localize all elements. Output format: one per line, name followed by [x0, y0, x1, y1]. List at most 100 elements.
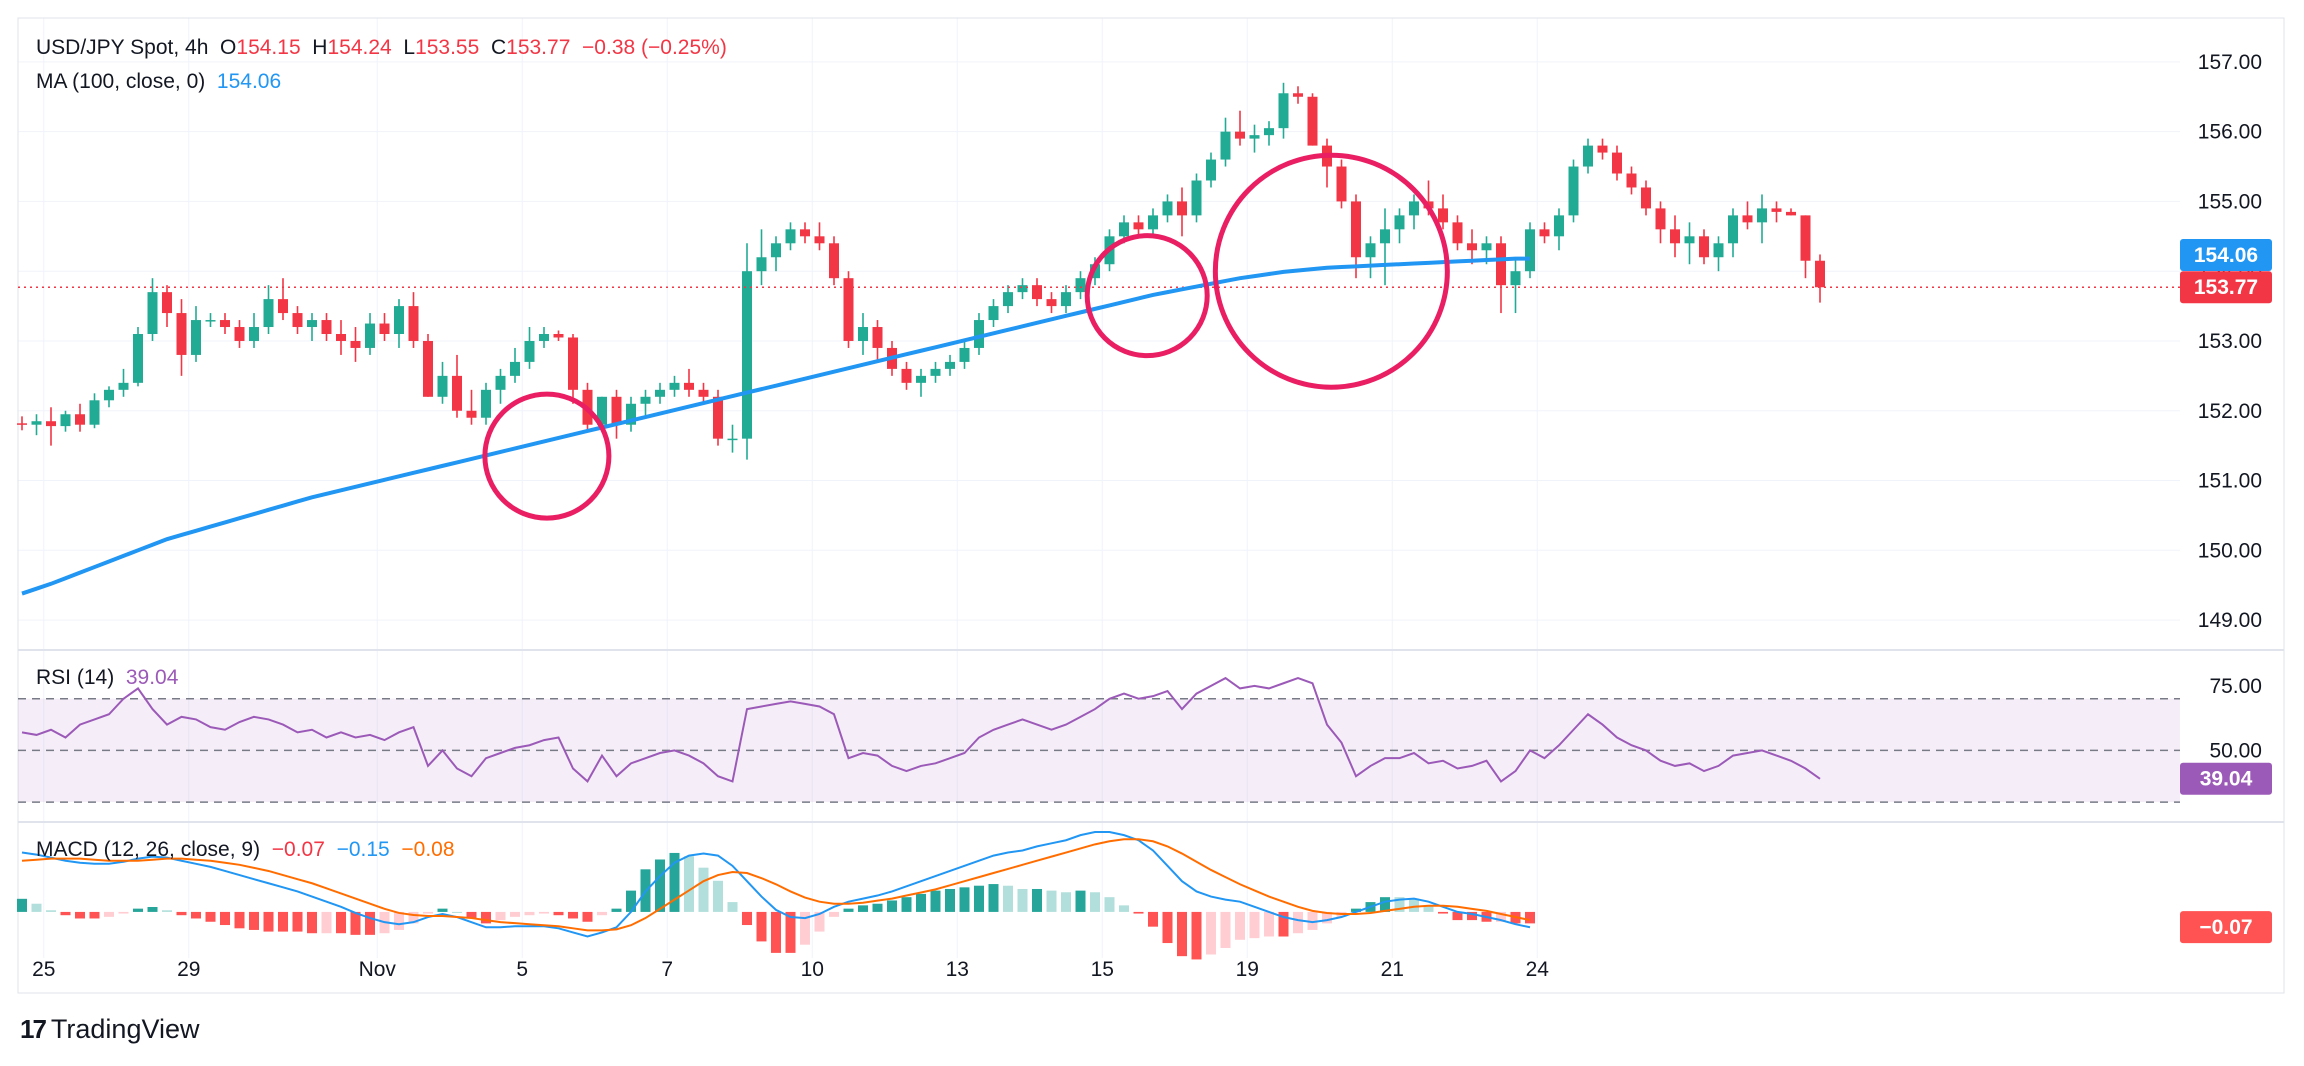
macd-histogram-bar: [1278, 911, 1289, 937]
candle-body: [176, 313, 187, 355]
candle-body: [727, 438, 738, 441]
macd-line-value: −0.15: [336, 838, 390, 861]
candle-body: [234, 327, 245, 341]
candle-body: [1293, 93, 1303, 97]
price-tick-label: 155.00: [2198, 190, 2262, 213]
macd-line: [21, 831, 1531, 938]
candle-body: [1481, 243, 1492, 251]
macd-histogram-bar: [1394, 897, 1405, 912]
price-tick-label: 150.00: [2198, 539, 2262, 562]
candle-body: [1670, 229, 1680, 244]
candle-body: [147, 292, 158, 334]
candle-body: [1177, 201, 1187, 216]
candle-body: [785, 229, 796, 244]
macd-histogram-bar: [1162, 911, 1173, 944]
candle-body: [1046, 299, 1057, 307]
macd-histogram-bar: [466, 911, 477, 919]
rsi-tick-label: 75.00: [2209, 675, 2262, 698]
macd-value-tag: −0.07: [2199, 916, 2252, 939]
macd-histogram-bar: [1017, 888, 1028, 912]
macd-histogram-bar: [1496, 911, 1506, 922]
candle-body: [1438, 208, 1448, 223]
macd-histogram-bar: [1061, 892, 1071, 912]
macd-histogram-bar: [1380, 897, 1390, 912]
macd-histogram-bar: [1220, 911, 1231, 948]
macd-histogram-bar: [713, 880, 723, 912]
candle-body: [814, 236, 825, 244]
candle-body: [1742, 215, 1753, 223]
candle-body: [742, 271, 752, 439]
candle-body: [1365, 243, 1376, 258]
macd-histogram-bar: [60, 911, 71, 916]
candle-body: [1641, 187, 1651, 209]
macd-histogram-bar: [510, 911, 520, 917]
candle-body: [437, 375, 448, 397]
macd-signal-value: −0.08: [401, 838, 455, 861]
candle-body: [756, 257, 767, 272]
candle-body: [350, 340, 361, 348]
macd-histogram-bar: [1307, 911, 1318, 930]
candle-body: [191, 320, 201, 355]
open-value: 154.15: [236, 36, 301, 59]
candle-body: [1713, 243, 1724, 258]
macd-histogram-bar: [481, 911, 491, 924]
macd-histogram-bar: [901, 897, 912, 912]
time-tick-label: 5: [516, 958, 528, 981]
macd-histogram-bar: [539, 911, 549, 914]
macd-histogram-bar: [234, 911, 245, 929]
candle-body: [1568, 166, 1579, 216]
candle-body: [249, 327, 259, 341]
candle-body: [220, 320, 230, 328]
candle-body: [771, 243, 781, 258]
low-label: L: [403, 36, 416, 59]
candle-body: [1394, 215, 1405, 230]
candle-body: [1351, 201, 1361, 258]
macd-legend: MACD (12, 26, close, 9) −0.07 −0.15 −0.0…: [36, 838, 455, 862]
annotation-circle: [482, 391, 612, 521]
macd-histogram-bar: [1177, 911, 1187, 957]
macd-histogram-bar: [916, 893, 926, 912]
last-price-tag-bg: [2180, 271, 2272, 304]
macd-histogram-bar: [147, 907, 158, 912]
macd-histogram-bar: [205, 911, 216, 922]
candle-body: [988, 306, 999, 321]
macd-histogram-bar: [1133, 911, 1144, 914]
candle-body: [655, 389, 665, 397]
candle-body: [1220, 131, 1231, 160]
candle-body: [829, 243, 839, 279]
candle-body: [1119, 222, 1129, 237]
candle-body: [611, 396, 622, 425]
macd-value-tag-bg: [2180, 911, 2272, 944]
ma-legend: MA (100, close, 0) 154.06: [36, 70, 281, 94]
price-tick-label: 152.00: [2198, 400, 2262, 423]
candle-body: [1278, 93, 1289, 129]
macd-histogram-bar: [75, 911, 85, 919]
candle-body: [263, 299, 274, 328]
candle-body: [1757, 208, 1767, 223]
macd-histogram-bar: [742, 911, 752, 926]
macd-histogram-bar: [959, 887, 970, 912]
macd-histogram-bar: [1264, 911, 1274, 937]
macd-histogram-bar: [785, 911, 796, 953]
candle-body: [1235, 131, 1245, 139]
price-axis[interactable]: 157.00156.00155.00154.00153.00152.00151.…: [2198, 51, 2262, 763]
candle-body: [1655, 208, 1666, 230]
time-axis[interactable]: 25 29 Nov 5 7 10 13 15 19 21 24: [32, 958, 1549, 981]
candle-body: [1162, 201, 1173, 216]
price-tick-label: 156.00: [2198, 121, 2262, 144]
candle-body: [872, 327, 883, 348]
macd-histogram-bar: [1003, 885, 1013, 912]
candle-body: [46, 421, 56, 427]
candle-body: [684, 382, 694, 390]
candle-body: [1815, 260, 1825, 288]
macd-histogram-bar: [365, 911, 375, 935]
candle-body: [800, 229, 810, 237]
rsi-band: [18, 698, 2180, 803]
tradingview-brand[interactable]: 17 TradingView: [20, 1014, 200, 1045]
macd-histogram-bar: [89, 911, 100, 919]
macd-histogram-bar: [1293, 911, 1303, 934]
candle-body: [1409, 201, 1419, 216]
macd-histogram-bar: [756, 911, 767, 942]
macd-histogram-bar: [611, 908, 622, 912]
